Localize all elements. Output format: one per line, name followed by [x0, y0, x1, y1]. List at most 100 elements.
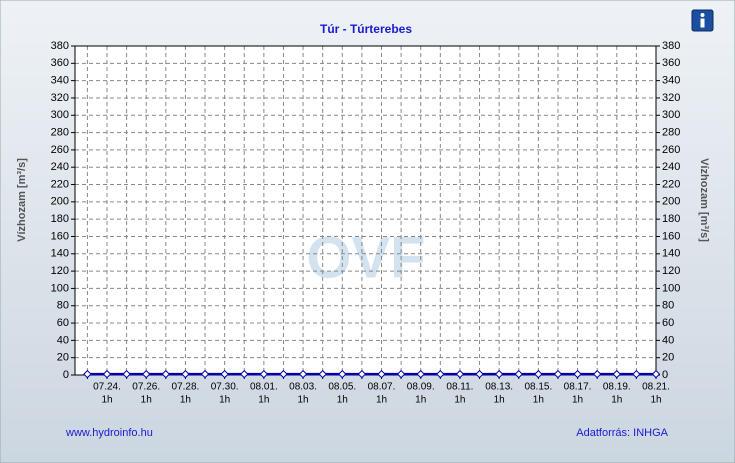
y-tick-label: 260 [51, 144, 69, 156]
data-marker [122, 369, 131, 379]
x-tick-sublabel: 1h [298, 395, 309, 406]
x-tick-sublabel: 1h [572, 395, 583, 406]
y-tick-label: 20 [57, 352, 69, 364]
y2-tick-label: 140 [662, 248, 680, 260]
plot-area [75, 46, 656, 375]
y2-tick-label: 320 [662, 92, 680, 104]
y2-tick-label: 20 [662, 352, 674, 364]
x-tick-label: 07.30. [211, 382, 239, 393]
info-bar [700, 18, 705, 28]
x-tick-sublabel: 1h [415, 395, 426, 406]
data-marker [318, 369, 327, 379]
data-marker [161, 369, 171, 379]
y2-tick-label: 80 [662, 300, 674, 312]
data-marker [240, 369, 249, 379]
y-tick-label: 60 [57, 317, 69, 329]
x-tick-sublabel: 1h [533, 395, 544, 406]
data-marker [357, 369, 367, 379]
data-marker [612, 369, 621, 379]
x-tick-sublabel: 1h [258, 395, 269, 406]
x-tick-sublabel: 1h [611, 395, 622, 406]
data-marker [534, 369, 543, 379]
data-marker [553, 369, 563, 379]
x-tick-sublabel: 1h [337, 395, 348, 406]
y-tick-label: 240 [51, 161, 69, 173]
y2-tick-label: 360 [662, 57, 680, 69]
y-tick-label: 280 [51, 126, 69, 138]
x-tick-label: 08.01. [250, 382, 278, 393]
y2-tick-label: 0 [662, 369, 668, 381]
x-tick-label: 08.19. [603, 382, 631, 393]
x-tick-sublabel: 1h [650, 395, 661, 406]
x-tick-label: 08.11. [446, 382, 473, 393]
x-tick-label: 07.26. [132, 382, 160, 393]
y-tick-label: 220 [51, 178, 69, 190]
data-marker [573, 369, 582, 379]
x-tick-sublabel: 1h [101, 395, 112, 406]
y2-tick-label: 120 [662, 265, 680, 277]
y-tick-label: 40 [57, 334, 69, 346]
y-axis-label: Vízhozam [m³/s] [16, 158, 28, 242]
y-tick-label: 100 [51, 282, 69, 294]
y-tick-label: 140 [51, 248, 69, 260]
data-marker [494, 369, 504, 379]
data-marker [592, 369, 602, 379]
data-marker [298, 369, 308, 379]
data-marker [436, 369, 445, 379]
y2-tick-label: 340 [662, 75, 680, 87]
y2-tick-label: 300 [662, 109, 680, 121]
data-marker [102, 369, 112, 379]
data-marker [396, 369, 406, 379]
watermark: OVF [306, 225, 425, 290]
x-tick-label: 08.17. [564, 382, 592, 393]
x-tick-sublabel: 1h [454, 395, 465, 406]
chart-title: Túr - Túrterebes [320, 22, 412, 36]
x-tick-sublabel: 1h [219, 395, 230, 406]
footer-right: Adatforrás: INHGA [576, 427, 668, 439]
data-marker [475, 369, 484, 379]
y-tick-label: 300 [51, 109, 69, 121]
y-tick-label: 320 [51, 92, 69, 104]
y2-tick-label: 180 [662, 213, 680, 225]
data-marker [181, 369, 190, 379]
y-tick-label: 80 [57, 300, 69, 312]
y2-tick-label: 40 [662, 334, 674, 346]
x-tick-label: 08.15. [524, 382, 552, 393]
x-tick-sublabel: 1h [494, 395, 505, 406]
x-tick-label: 08.07. [368, 382, 396, 393]
data-marker [377, 369, 386, 379]
info-dot [700, 13, 705, 17]
data-marker [455, 369, 465, 379]
x-tick-label: 08.03. [289, 382, 317, 393]
x-tick-sublabel: 1h [180, 395, 191, 406]
data-marker [142, 369, 151, 379]
y-tick-label: 340 [51, 75, 69, 87]
y2-tick-label: 280 [662, 126, 680, 138]
x-tick-label: 07.24. [93, 382, 121, 393]
data-marker [220, 369, 229, 379]
data-marker [651, 369, 661, 379]
data-marker [338, 369, 347, 379]
y-tick-label: 160 [51, 230, 69, 242]
y-tick-label: 120 [51, 265, 69, 277]
data-marker [259, 369, 269, 379]
y2-tick-label: 380 [662, 40, 680, 52]
x-tick-label: 08.05. [328, 382, 356, 393]
x-tick-label: 07.28. [172, 382, 200, 393]
y-tick-label: 180 [51, 213, 69, 225]
y2-axis-label: Vízhozam [m³/s] [698, 158, 710, 242]
data-marker [83, 369, 92, 379]
y2-tick-label: 260 [662, 144, 680, 156]
y2-tick-label: 220 [662, 178, 680, 190]
y-tick-label: 200 [51, 196, 69, 208]
info-icon[interactable] [691, 9, 714, 32]
data-marker [416, 369, 425, 379]
y2-tick-label: 100 [662, 282, 680, 294]
y2-tick-label: 60 [662, 317, 674, 329]
y2-tick-label: 200 [662, 196, 680, 208]
y-tick-label: 360 [51, 57, 69, 69]
footer-left[interactable]: www.hydroinfo.hu [65, 427, 153, 439]
data-marker [200, 369, 210, 379]
y-tick-label: 0 [63, 369, 69, 381]
